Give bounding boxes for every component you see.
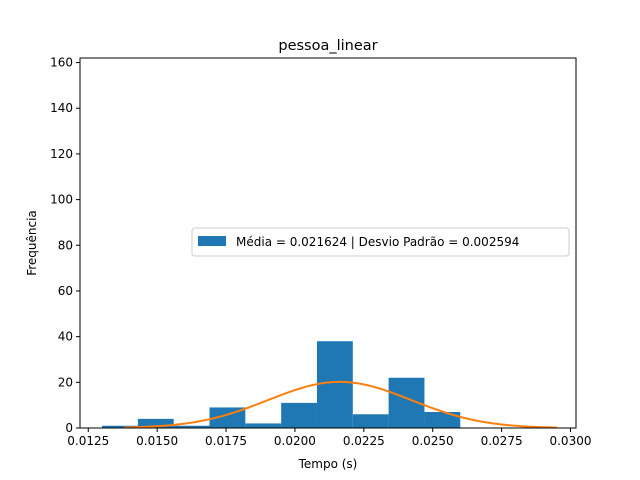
y-axis-label: Frequência (25, 210, 39, 276)
y-axis-ticks: 0 20 40 60 80 100 120 140 160 (50, 56, 80, 435)
histogram-bar (316, 341, 353, 428)
histogram-bar (137, 418, 174, 428)
y-tick-label: 60 (58, 284, 73, 298)
histogram-bars (102, 341, 461, 428)
y-tick-label: 20 (58, 375, 73, 389)
legend-box (191, 227, 570, 257)
plot-frame (79, 57, 577, 429)
histogram-bar (424, 412, 461, 428)
x-axis-label: Tempo (s) (298, 457, 358, 471)
x-tick-label: 0.0250 (412, 434, 454, 448)
x-tick-label: 0.0175 (205, 434, 247, 448)
histogram-bar (281, 402, 317, 428)
legend-swatch (198, 236, 226, 246)
chart-title: pessoa_linear (278, 38, 377, 54)
y-tick-label: 0 (65, 421, 73, 435)
histogram-bar (352, 414, 389, 428)
x-axis-ticks: 0.0125 0.0150 0.0175 0.0200 0.0225 0.0250 0.02… (67, 428, 591, 448)
x-tick-label: 0.0200 (274, 434, 316, 448)
histogram-bar (245, 423, 282, 428)
legend-entry-0: Média = 0.021624 | Desvio Padrão = 0.002… (236, 235, 519, 249)
histogram-bar (173, 425, 210, 428)
histogram-bar (102, 425, 138, 428)
legend: Média = 0.021624 | Desvio Padrão = 0.002… (191, 227, 570, 257)
normal-distribution-curve (124, 380, 557, 429)
x-tick-label: 0.0300 (549, 434, 591, 448)
x-tick-label: 0.0125 (67, 434, 109, 448)
y-tick-label: 80 (58, 238, 73, 252)
y-tick-label: 100 (50, 193, 73, 207)
x-tick-label: 0.0225 (343, 434, 385, 448)
y-tick-label: 40 (58, 330, 73, 344)
x-tick-label: 0.0275 (481, 434, 523, 448)
y-tick-label: 140 (50, 101, 73, 115)
x-tick-label: 0.0150 (136, 434, 178, 448)
y-tick-label: 160 (50, 56, 73, 70)
y-tick-label: 120 (50, 147, 73, 161)
